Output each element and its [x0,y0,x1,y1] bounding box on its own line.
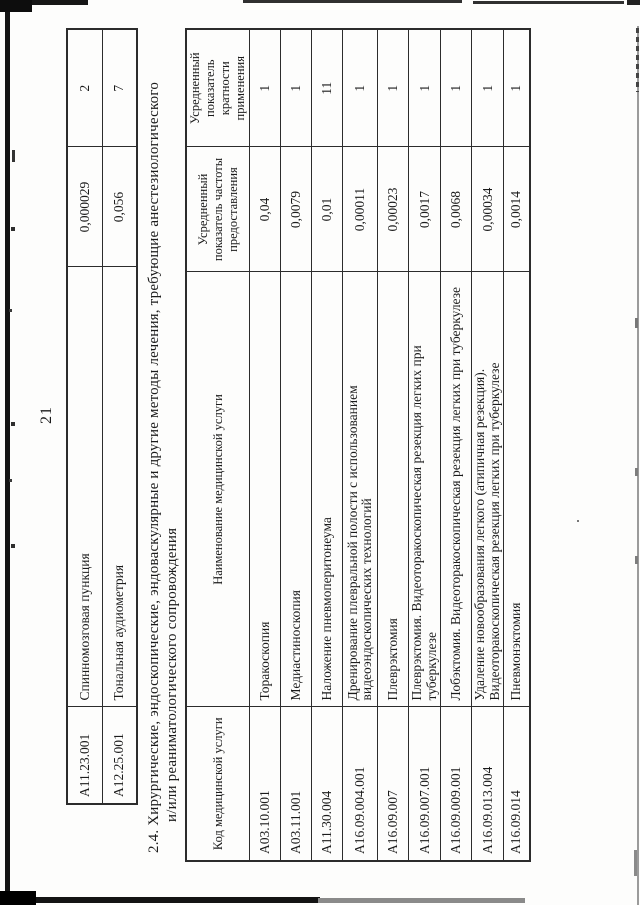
service-code-cell: А03.10.001 [249,707,281,861]
frequency-value-cell: 0,00023 [377,147,409,272]
scan-speck [11,227,15,231]
table-row: А16.09.013.004 Удаление новообразования … [471,29,504,861]
frequency-value-cell: 0,0079 [280,147,312,272]
service-code-cell: А03.11.001 [280,707,312,861]
service-name-cell: Лобэктомия. Видеоторакоскопическая резек… [440,272,472,707]
service-name-cell: Плеврэктомия [377,272,409,707]
frequency-value-cell: 0,000029 [67,147,102,267]
services-table: Код медицинской услуги Наименование меди… [185,28,531,862]
scan-speck [635,468,638,476]
scan-speck [9,479,12,482]
table-row: А12.25.001 Тональная аудиометрия 0,056 7 [102,29,137,804]
frequency-value-cell: 0,00011 [342,147,378,272]
table-row: А16.09.007 Плеврэктомия 0,00023 1 [377,29,409,861]
service-code-cell: А11.23.001 [67,707,102,804]
service-name-cell: Медиастиноскопия [280,272,312,707]
service-code-cell: А16.09.007.001 [408,707,441,861]
previous-section-table: А11.23.001 Спинномозговая пункция 0,0000… [66,28,138,805]
table-header-row: Код медицинской услуги Наименование меди… [186,29,250,861]
multiplicity-value-cell: 11 [311,29,343,147]
service-name-cell: Дренирование плевральной полости с испол… [342,272,378,707]
frequency-value-cell: 0,0014 [503,147,530,272]
frequency-value-cell: 0,00034 [471,147,504,272]
multiplicity-value-cell: 1 [408,29,441,147]
multiplicity-value-cell: 1 [471,29,504,147]
frequency-value-cell: 0,04 [249,147,281,272]
service-name-cell: Пневмонэктомия [503,272,530,707]
column-header-name: Наименование медицинской услуги [186,272,250,707]
table-row: А11.23.001 Спинномозговая пункция 0,0000… [67,29,102,804]
scan-top-edge-mark [473,1,624,4]
scan-speck [635,556,638,564]
column-header-code: Код медицинской услуги [186,707,250,861]
table-row: А16.09.009.001 Лобэктомия. Видеоторакоск… [440,29,472,861]
multiplicity-value-cell: 1 [342,29,378,147]
scan-edge-left [5,0,10,905]
service-code-cell: А16.09.014 [503,707,530,861]
multiplicity-value-cell: 1 [377,29,409,147]
scan-speck [11,544,15,548]
scan-top-edge-mark [243,0,462,3]
multiplicity-value-cell: 7 [102,29,137,147]
frequency-value-cell: 0,0017 [408,147,441,272]
multiplicity-value-cell: 1 [249,29,281,147]
column-header-multiplicity: Усредненный показатель кратности примене… [186,29,250,147]
scan-speck [11,422,15,426]
service-name-cell: Спинномозговая пункция [67,267,102,707]
page-number: 21 [38,406,55,424]
scan-speck [634,850,637,876]
section-heading-line2: и/или реаниматологического сопровождения [164,527,180,822]
table-row: А03.10.001 Торакоскопия 0,04 1 [249,29,281,861]
section-heading-line1: 2.4. Хирургические, эндоскопические, энд… [146,81,162,853]
service-name-cell: Наложение пневмоперитонеума [311,272,343,707]
service-name-cell: Удаление новообразования легкого (атипич… [471,272,504,707]
scan-speck [12,150,15,162]
table-row: А11.30.004 Наложение пневмоперитонеума 0… [311,29,343,861]
scan-speck [577,520,579,522]
service-name-cell: Торакоскопия [249,272,281,707]
table-row: А16.09.014 Пневмонэктомия 0,0014 1 [503,29,530,861]
service-name-cell: Тональная аудиометрия [102,267,137,707]
service-code-cell: А16.09.013.004 [471,707,504,861]
scan-corner-top-right [627,0,640,5]
scan-corner-bottom-left [0,891,36,905]
service-code-cell: А16.09.009.001 [440,707,472,861]
service-code-cell: А12.25.001 [102,707,137,804]
table-row: А03.11.001 Медиастиноскопия 0,0079 1 [280,29,312,861]
service-code-cell: А16.09.004.001 [342,707,378,861]
table-row: А16.09.004.001 Дренирование плевральной … [342,29,378,861]
scan-top-edge-mark [32,0,88,5]
scan-edge-bottom-fade [318,898,525,903]
scan-speck [635,318,638,328]
scan-speck [9,309,12,312]
frequency-value-cell: 0,01 [311,147,343,272]
frequency-value-cell: 0,056 [102,147,137,267]
scan-edge-right [637,26,639,905]
scan-edge-right-dashes [636,28,639,92]
scan-edge-bottom [0,897,320,903]
multiplicity-value-cell: 1 [440,29,472,147]
column-header-frequency: Усредненный показатель частоты предостав… [186,147,250,272]
multiplicity-value-cell: 2 [67,29,102,147]
service-code-cell: А11.30.004 [311,707,343,861]
table-row: А16.09.007.001 Плеврэктомия. Видеоторако… [408,29,441,861]
multiplicity-value-cell: 1 [503,29,530,147]
multiplicity-value-cell: 1 [280,29,312,147]
frequency-value-cell: 0,0068 [440,147,472,272]
service-name-cell: Плеврэктомия. Видеоторакоскопическая рез… [408,272,441,707]
service-code-cell: А16.09.007 [377,707,409,861]
section-heading: 2.4. Хирургические, эндоскопические, энд… [145,23,181,853]
scan-corner-top-left [0,0,32,12]
